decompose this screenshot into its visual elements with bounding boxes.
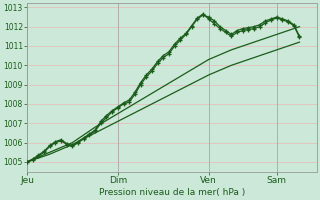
X-axis label: Pression niveau de la mer( hPa ): Pression niveau de la mer( hPa ) (99, 188, 245, 197)
